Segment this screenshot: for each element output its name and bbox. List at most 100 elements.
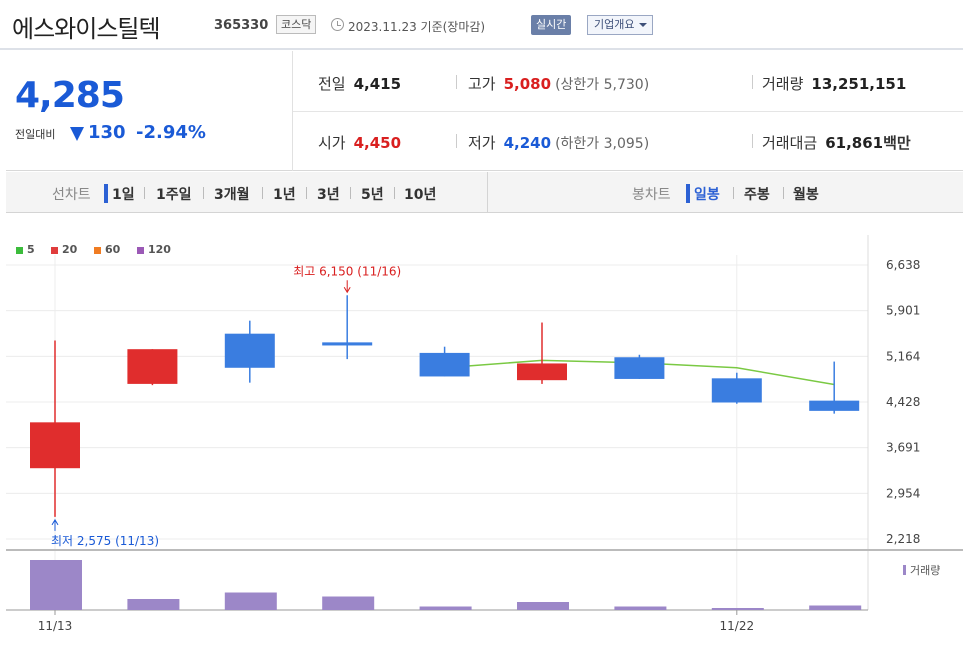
tab-3y[interactable]: 3년 bbox=[317, 187, 340, 203]
candle-body bbox=[711, 378, 762, 403]
low-label: 저가 bbox=[468, 134, 496, 152]
volume-value: 13,251,151 bbox=[811, 75, 907, 93]
candle-body bbox=[614, 357, 665, 379]
tab-1y[interactable]: 1년 bbox=[273, 187, 296, 203]
change-rate: -2.94% bbox=[136, 122, 206, 143]
stock-code: 365330 bbox=[214, 18, 269, 33]
candle[interactable] bbox=[30, 340, 80, 517]
volume-bar bbox=[614, 606, 667, 610]
legend-label-60[interactable]: 60 bbox=[105, 243, 121, 256]
tabs-divider bbox=[487, 172, 488, 213]
candle[interactable] bbox=[419, 346, 470, 377]
amount-value: 61,861 bbox=[825, 134, 884, 152]
min-annotation: 최저 2,575 (11/13) bbox=[51, 534, 159, 548]
clock-icon bbox=[331, 18, 344, 31]
candle[interactable] bbox=[809, 361, 860, 414]
legend-label-20[interactable]: 20 bbox=[62, 243, 78, 256]
candle[interactable] bbox=[322, 295, 373, 360]
high-price: 고가 5,080 (상한가 5,730) bbox=[468, 73, 649, 94]
company-info-dropdown[interactable]: 기업개요 bbox=[587, 15, 654, 35]
realtime-button[interactable]: 실시간 bbox=[531, 15, 572, 35]
candle[interactable] bbox=[711, 372, 762, 404]
volume-bar bbox=[322, 596, 375, 610]
company-name[interactable]: 에스와이스틸텍 bbox=[12, 15, 161, 43]
tab-1d[interactable]: 1일 bbox=[104, 184, 135, 204]
volume-bar bbox=[127, 599, 180, 610]
volume-bar bbox=[711, 608, 764, 610]
date-basis: 기준(장마감) bbox=[420, 20, 486, 34]
volume-bar bbox=[224, 592, 277, 610]
divider bbox=[456, 134, 457, 148]
market-badge: 코스닥 bbox=[276, 15, 317, 34]
legend-swatch-20 bbox=[51, 247, 58, 254]
candle-body bbox=[322, 342, 373, 346]
divider bbox=[394, 187, 395, 199]
divider bbox=[262, 187, 263, 199]
candle[interactable] bbox=[224, 320, 275, 383]
volume-legend-label: 거래량 bbox=[910, 564, 940, 577]
tab-3m[interactable]: 3개월 bbox=[214, 187, 250, 203]
quote-panel: 4,285 전일대비 130 -2.94% 전일 4,415 고가 5,080 (상한… bbox=[6, 51, 963, 171]
tab-10y[interactable]: 10년 bbox=[404, 187, 437, 203]
high-label: 고가 bbox=[468, 75, 496, 93]
candle[interactable] bbox=[517, 322, 567, 384]
current-price: 4,285 bbox=[15, 75, 125, 116]
change-label: 전일대비 bbox=[15, 128, 56, 141]
y-tick-label: 5,164 bbox=[886, 349, 920, 363]
y-tick-label: 3,691 bbox=[886, 441, 920, 455]
y-tick-label: 4,428 bbox=[886, 395, 920, 409]
date-value: 2023.11.23 bbox=[348, 20, 417, 34]
prev-close-label: 전일 bbox=[318, 75, 346, 93]
legend-label-5[interactable]: 5 bbox=[27, 243, 35, 256]
row-divider bbox=[293, 111, 963, 112]
volume-legend-swatch bbox=[903, 565, 906, 575]
header-divider bbox=[0, 48, 963, 50]
tab-daily[interactable]: 일봉 bbox=[686, 184, 720, 204]
tab-1w[interactable]: 1주일 bbox=[156, 187, 192, 203]
legend-swatch-120 bbox=[137, 247, 144, 254]
candle-chart-title: 봉차트 bbox=[632, 187, 671, 203]
min-arrow-head bbox=[51, 518, 59, 526]
candle-body bbox=[224, 333, 275, 368]
volume-bar bbox=[419, 606, 472, 610]
y-tick-label: 2,954 bbox=[886, 486, 920, 500]
divider bbox=[456, 75, 457, 89]
trade-amount: 거래대금 61,861백만 bbox=[762, 132, 911, 153]
legend-swatch-60 bbox=[94, 247, 101, 254]
legend-swatch-5 bbox=[16, 247, 23, 254]
header: 에스와이스틸텍 365330 코스닥 2023.11.23 기준(장마감) 실시… bbox=[0, 0, 963, 52]
low-price: 저가 4,240 (하한가 3,095) bbox=[468, 132, 649, 153]
open-label: 시가 bbox=[318, 134, 346, 152]
tab-5y[interactable]: 5년 bbox=[361, 187, 384, 203]
divider bbox=[350, 187, 351, 199]
line-chart-title: 선차트 bbox=[52, 187, 91, 203]
divider bbox=[203, 187, 204, 199]
volume-bar bbox=[809, 605, 862, 610]
max-annotation: 최고 6,150 (11/16) bbox=[293, 264, 401, 278]
amount-label: 거래대금 bbox=[762, 134, 818, 152]
x-tick-label: 11/13 bbox=[38, 619, 73, 633]
prev-close-value: 4,415 bbox=[353, 75, 402, 93]
tab-weekly[interactable]: 주봉 bbox=[744, 187, 770, 203]
divider bbox=[306, 187, 307, 199]
high-value: 5,080 bbox=[503, 75, 552, 93]
price-box: 4,285 전일대비 130 -2.94% bbox=[6, 51, 293, 171]
candle[interactable] bbox=[127, 349, 178, 386]
divider bbox=[144, 187, 145, 199]
divider bbox=[733, 187, 734, 199]
tab-monthly[interactable]: 월봉 bbox=[793, 187, 819, 203]
volume: 거래량 13,251,151 bbox=[762, 73, 906, 94]
y-tick-label: 5,901 bbox=[886, 304, 920, 318]
x-tick-label: 11/22 bbox=[720, 619, 755, 633]
y-tick-label: 6,638 bbox=[886, 258, 920, 272]
candle-body bbox=[127, 349, 178, 384]
amount-unit: 백만 bbox=[883, 134, 911, 152]
change-value: 130 bbox=[88, 122, 126, 143]
legend-label-120[interactable]: 120 bbox=[148, 243, 171, 256]
date-info: 2023.11.23 기준(장마감) bbox=[348, 18, 485, 35]
candle[interactable] bbox=[614, 354, 665, 379]
low-value: 4,240 bbox=[503, 134, 552, 152]
down-triangle-icon bbox=[70, 127, 84, 141]
chart-tabs: 선차트 1일 1주일 3개월 1년 3년 5년 10년 봉차트 일봉 주봉 월봉 bbox=[6, 172, 963, 213]
